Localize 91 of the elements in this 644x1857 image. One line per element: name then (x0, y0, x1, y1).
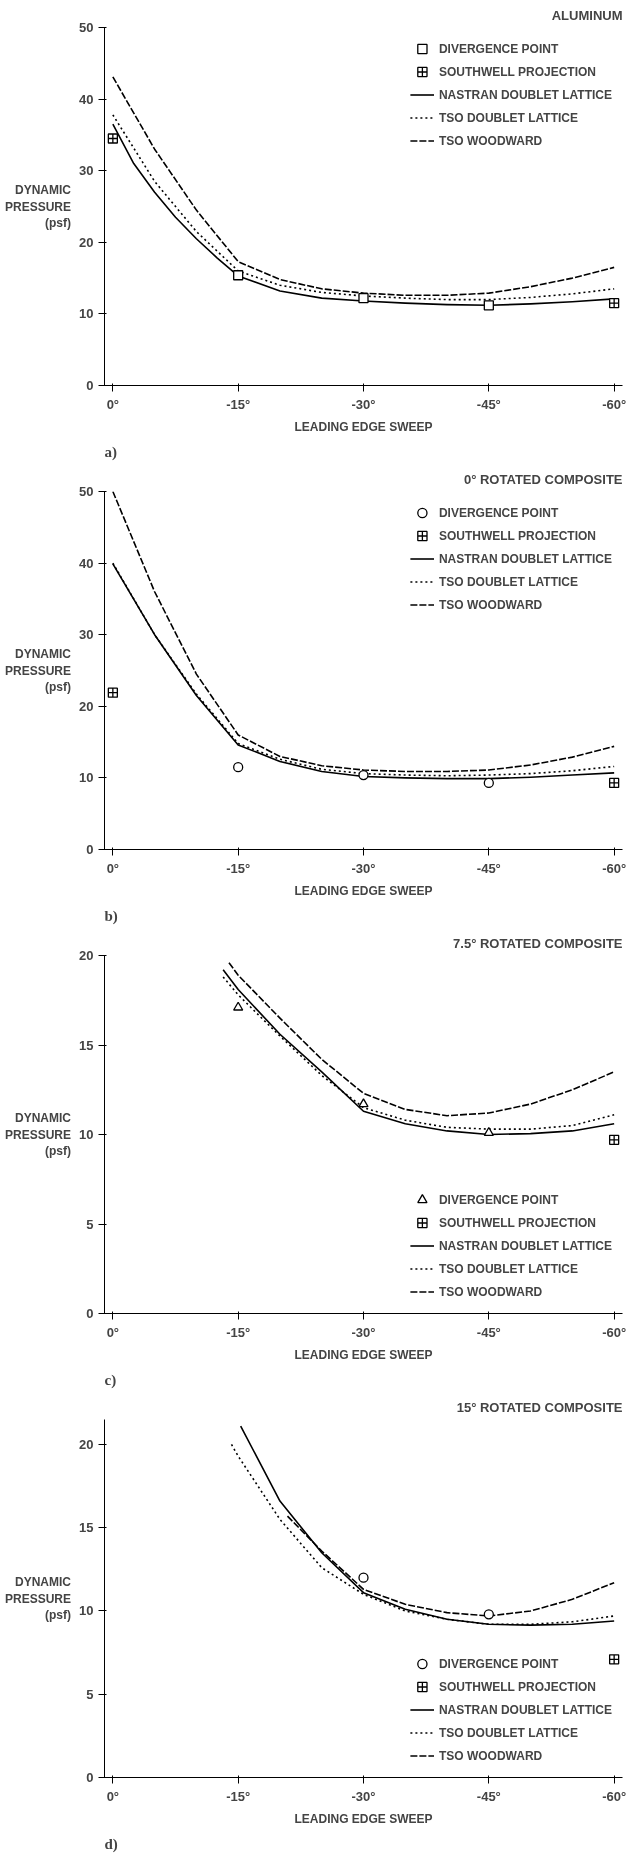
legend-label: TSO WOODWARD (438, 133, 543, 148)
y-axis-title: DYNAMIC PRESSURE (psf) (5, 182, 72, 231)
point (233, 1001, 244, 1011)
y-tick-label: 10 (79, 1127, 94, 1142)
x-tick-label: -15° (226, 1324, 251, 1340)
x-tick-label: -15° (226, 1788, 251, 1804)
chart-title: 15° ROTATED COMPOSITE (456, 1399, 623, 1415)
legend-label: SOUTHWELL PROJECTION (438, 1679, 597, 1694)
y-tick-label: 10 (79, 1603, 94, 1619)
x-axis-title: LEADING EDGE SWEEP (294, 1347, 433, 1362)
y-axis-title: DYNAMIC PRESSURE (psf) (5, 1110, 72, 1159)
point (358, 769, 369, 781)
x-tick-label: -30° (351, 1324, 376, 1340)
point (483, 1126, 494, 1136)
y-tick-label: 0 (86, 378, 94, 393)
x-tick-label: -45° (476, 396, 501, 412)
x-tick-label: -60° (602, 1788, 627, 1804)
x-tick-label: -30° (351, 396, 376, 412)
x-tick-label: -45° (476, 1788, 501, 1804)
x-tick-label: 0° (106, 1324, 120, 1340)
legend-label: TSO DOUBLET LATTICE (438, 1725, 578, 1740)
y-tick-label: 0 (86, 842, 94, 857)
x-tick-label: 0° (106, 860, 120, 876)
text: a) (104, 443, 117, 461)
y-tick-label: 30 (79, 163, 94, 179)
legend-label: TSO WOODWARD (438, 1748, 543, 1763)
chart-title: 0° ROTATED COMPOSITE (463, 471, 623, 487)
y-tick-label: 40 (79, 91, 94, 107)
y-tick-label: 20 (79, 1436, 94, 1452)
point (233, 762, 244, 773)
y-tick-label: 50 (79, 20, 94, 35)
y-tick-label: 10 (79, 306, 94, 322)
y-tick-label: 20 (79, 698, 94, 714)
legend-label: DIVERGENCE POINT (438, 41, 559, 56)
legend-label: DIVERGENCE POINT (438, 1656, 559, 1671)
x-tick-label: -45° (476, 1324, 501, 1340)
text: b) (104, 907, 118, 925)
y-tick-label: 0 (86, 1770, 94, 1785)
x-tick-label: 0° (106, 1788, 120, 1804)
y-tick-label: 15 (79, 1520, 94, 1536)
line-series (228, 961, 615, 1117)
y-tick-label: 0 (86, 1306, 94, 1321)
x-tick-label: -45° (476, 860, 501, 876)
legend-label: TSO DOUBLET LATTICE (438, 110, 578, 125)
legend-label: NASTRAN DOUBLET LATTICE (438, 551, 612, 566)
x-tick-label: -60° (602, 396, 627, 412)
chart-title: ALUMINUM (551, 7, 623, 23)
x-tick-label: -15° (226, 396, 251, 412)
legend-label: SOUTHWELL PROJECTION (438, 64, 597, 79)
point (483, 1609, 494, 1620)
y-tick-label: 5 (86, 1686, 94, 1702)
x-tick-label: -60° (602, 1324, 627, 1340)
x-axis-title: LEADING EDGE SWEEP (294, 419, 433, 434)
y-tick-label: 30 (79, 627, 94, 643)
text: d) (104, 1835, 118, 1853)
point (233, 270, 244, 281)
x-axis-title: LEADING EDGE SWEEP (294, 883, 433, 898)
y-tick-label: 20 (79, 234, 94, 250)
legend-label: NASTRAN DOUBLET LATTICE (438, 1702, 612, 1717)
y-tick-label: 10 (79, 770, 94, 786)
point (358, 1098, 369, 1108)
legend-label: TSO WOODWARD (438, 597, 543, 612)
y-axis-title: DYNAMIC PRESSURE (psf) (5, 646, 72, 695)
legend-label: SOUTHWELL PROJECTION (438, 1215, 597, 1230)
legend-label: DIVERGENCE POINT (438, 505, 559, 520)
legend-label: DIVERGENCE POINT (438, 1192, 559, 1207)
x-tick-label: -30° (351, 860, 376, 876)
chart-title: 7.5° ROTATED COMPOSITE (453, 935, 623, 951)
x-tick-label: 0° (106, 396, 120, 412)
text: c) (104, 1371, 117, 1389)
point (358, 293, 369, 304)
point (107, 133, 118, 144)
point (358, 1572, 369, 1583)
x-axis-title: LEADING EDGE SWEEP (294, 1811, 433, 1826)
y-tick-label: 40 (79, 555, 94, 571)
y-tick-label: 20 (79, 948, 94, 963)
legend-label: TSO WOODWARD (438, 1284, 543, 1299)
point (483, 777, 494, 789)
legend-label: TSO DOUBLET LATTICE (438, 574, 578, 589)
y-tick-label: 15 (79, 1037, 94, 1053)
legend-label: NASTRAN DOUBLET LATTICE (438, 1238, 612, 1253)
point (483, 300, 494, 311)
y-tick-label: 5 (86, 1216, 94, 1232)
legend-label: TSO DOUBLET LATTICE (438, 1261, 578, 1276)
x-tick-label: -60° (602, 860, 627, 876)
x-tick-label: -15° (226, 860, 251, 876)
x-tick-label: -30° (351, 1788, 376, 1804)
y-axis-title: DYNAMIC PRESSURE (psf) (5, 1574, 72, 1623)
legend-label: SOUTHWELL PROJECTION (438, 528, 597, 543)
legend-label: NASTRAN DOUBLET LATTICE (438, 87, 612, 102)
y-tick-label: 50 (79, 484, 94, 499)
